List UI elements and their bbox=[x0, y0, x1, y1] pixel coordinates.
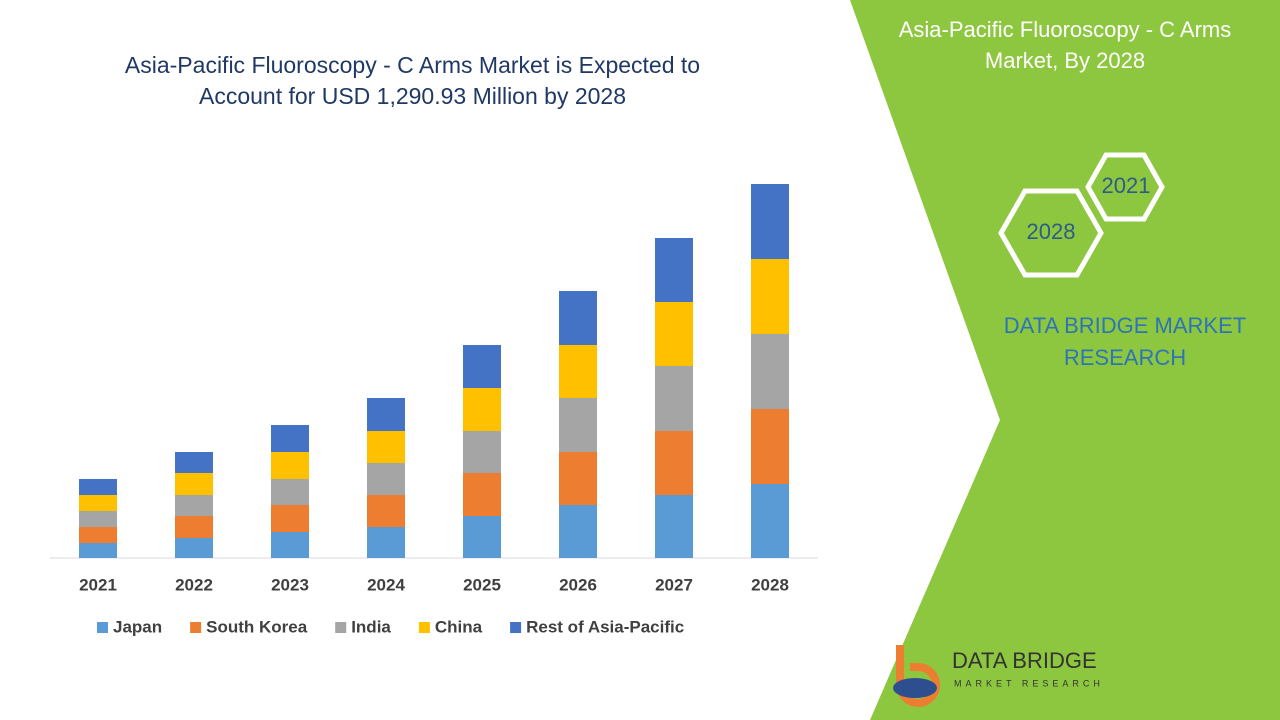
bar-segment bbox=[271, 479, 309, 505]
bar-segment bbox=[271, 532, 309, 558]
x-tick-label: 2021 bbox=[79, 575, 117, 594]
bar-segment bbox=[175, 516, 213, 538]
bar-segment bbox=[463, 345, 501, 388]
hex-label: 2021 bbox=[1102, 173, 1151, 198]
logo bbox=[893, 645, 940, 707]
legend-swatch bbox=[335, 622, 347, 633]
bar-segment bbox=[367, 527, 405, 558]
bar-segment bbox=[367, 398, 405, 431]
bar-segment bbox=[79, 479, 117, 495]
bar-segment bbox=[655, 366, 693, 431]
bar-segment bbox=[271, 505, 309, 532]
bar-segment bbox=[367, 495, 405, 527]
bar-segment bbox=[655, 238, 693, 302]
bar-segment bbox=[271, 425, 309, 452]
legend-swatch bbox=[190, 622, 202, 633]
x-tick-label: 2026 bbox=[559, 575, 597, 594]
x-tick-label: 2025 bbox=[463, 575, 501, 594]
bar-segment bbox=[655, 495, 693, 558]
bar-segment bbox=[271, 452, 309, 479]
bar-segment bbox=[751, 334, 789, 409]
bar-segment bbox=[559, 291, 597, 345]
bar-segment bbox=[367, 431, 405, 463]
bar-segment bbox=[175, 452, 213, 473]
bar-segment bbox=[559, 345, 597, 398]
bar-segment bbox=[175, 495, 213, 516]
logo-icon bbox=[893, 678, 937, 698]
bar-segment bbox=[559, 505, 597, 558]
bar-segment bbox=[655, 431, 693, 495]
bar-segment bbox=[751, 484, 789, 558]
bar-segment bbox=[463, 431, 501, 473]
bar-segment bbox=[655, 302, 693, 366]
bar-segment bbox=[79, 527, 117, 543]
hex-label: 2028 bbox=[1027, 219, 1076, 244]
bar-segment bbox=[79, 543, 117, 558]
panel-title: Asia-Pacific Fluoroscopy - C Arms Market… bbox=[898, 17, 1232, 73]
legend-label: Rest of Asia-Pacific bbox=[526, 617, 684, 636]
legend-swatch bbox=[510, 622, 522, 633]
bar-segment bbox=[79, 511, 117, 527]
x-tick-label: 2028 bbox=[751, 575, 789, 594]
green-panel bbox=[850, 0, 1280, 720]
legend-label: South Korea bbox=[206, 617, 308, 636]
bar-segment bbox=[79, 495, 117, 511]
legend-label: India bbox=[351, 617, 391, 636]
bar-segment bbox=[463, 388, 501, 431]
x-tick-label: 2027 bbox=[655, 575, 693, 594]
hexagon bbox=[1085, 152, 1165, 222]
legend-label: Japan bbox=[113, 617, 162, 636]
legend-label: China bbox=[435, 617, 483, 636]
bar-segment bbox=[175, 473, 213, 495]
bar-segment bbox=[751, 259, 789, 334]
bar-segment bbox=[463, 473, 501, 516]
bar-segment bbox=[175, 538, 213, 558]
x-tick-label: 2024 bbox=[367, 575, 405, 594]
x-tick-label: 2022 bbox=[175, 575, 213, 594]
logo-sub: MARKET RESEARCH bbox=[954, 678, 1104, 688]
bar-segment bbox=[751, 409, 789, 484]
legend-swatch bbox=[418, 622, 430, 633]
bar-segment bbox=[559, 452, 597, 505]
hexagon bbox=[998, 188, 1104, 278]
logo-name: DATA BRIDGE bbox=[952, 648, 1097, 673]
legend-swatch bbox=[97, 622, 108, 633]
bar-segment bbox=[367, 463, 405, 495]
x-tick-label: 2023 bbox=[271, 575, 309, 594]
bar-segment bbox=[463, 516, 501, 558]
brand: DATA BRIDGE MARKET RESEARCH bbox=[1003, 313, 1247, 370]
chart-title: Asia-Pacific Fluoroscopy - C Arms Market… bbox=[124, 52, 701, 109]
bar-segment bbox=[751, 184, 789, 259]
bar-segment bbox=[559, 398, 597, 452]
